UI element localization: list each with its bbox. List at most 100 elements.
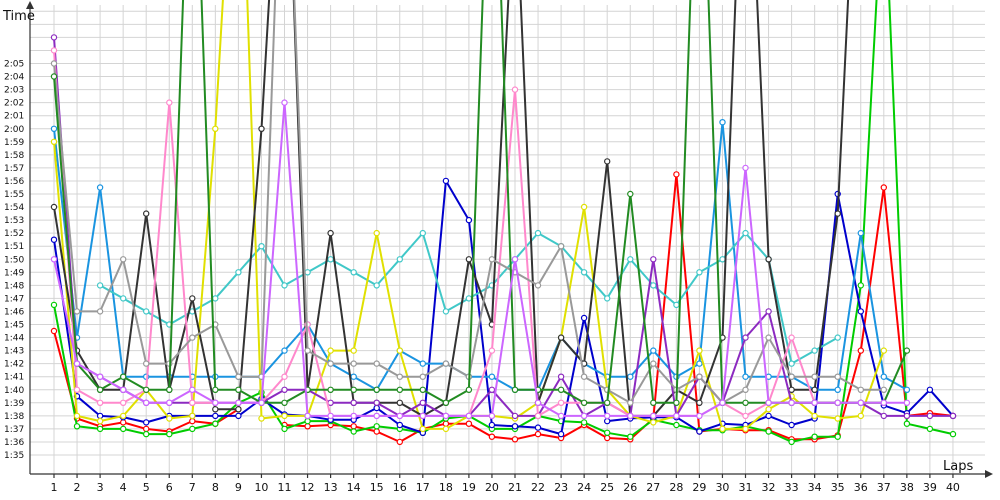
data-point [50, 301, 58, 309]
data-point [880, 386, 888, 393]
y-tick-label: 1:59 [4, 138, 24, 148]
data-point [719, 118, 726, 126]
data-point [96, 184, 104, 191]
data-point [50, 203, 58, 211]
data-point [903, 420, 911, 427]
data-point [696, 373, 703, 380]
data-point [903, 347, 911, 354]
x-tick-label: 19 [462, 481, 476, 494]
data-point [811, 433, 818, 440]
data-point [488, 256, 496, 263]
data-point [189, 417, 196, 425]
data-point [880, 184, 888, 191]
data-point [465, 412, 473, 420]
x-tick-label: 38 [900, 481, 914, 494]
y-axis-label: Time [2, 9, 35, 24]
data-point [696, 269, 703, 276]
data-point [304, 412, 311, 420]
data-point [719, 399, 726, 406]
y-tick-label: 1:54 [4, 203, 24, 213]
data-point [765, 428, 772, 435]
data-point [650, 412, 657, 420]
data-point [650, 419, 657, 426]
y-tick-label: 1:42 [4, 360, 24, 370]
data-point [396, 373, 403, 380]
data-point [880, 347, 888, 354]
data-point [212, 386, 219, 393]
data-point [258, 415, 265, 422]
data-point [673, 171, 680, 178]
data-point [696, 412, 703, 420]
data-point [50, 236, 58, 243]
y-tick-label: 1:58 [4, 151, 24, 161]
x-tick-label: 18 [439, 481, 453, 494]
data-point [373, 404, 380, 412]
data-point [396, 256, 403, 263]
x-tick-label: 35 [831, 481, 845, 494]
data-point [650, 347, 657, 354]
data-point [50, 138, 58, 145]
data-point [327, 347, 334, 354]
x-tick-label: 25 [600, 481, 614, 494]
data-point [880, 399, 888, 406]
x-tick-label: 24 [577, 481, 591, 494]
data-point [949, 412, 957, 420]
data-point [350, 360, 357, 367]
data-point [166, 430, 173, 438]
data-point [488, 386, 496, 393]
data-point [488, 373, 496, 380]
x-tick-label: 39 [923, 481, 937, 494]
data-point [511, 86, 519, 93]
data-point [396, 386, 403, 393]
data-point [857, 386, 865, 393]
data-point [350, 386, 357, 393]
data-point [604, 429, 611, 436]
data-point [580, 399, 588, 406]
data-point [373, 282, 380, 289]
data-point [788, 399, 795, 406]
data-point [373, 360, 380, 367]
data-point [142, 386, 150, 393]
data-point [673, 301, 680, 309]
data-point [857, 412, 865, 420]
data-point [673, 399, 680, 406]
data-point [350, 347, 357, 354]
data-point [465, 256, 473, 263]
data-point [373, 428, 380, 435]
data-point [142, 399, 150, 406]
data-point [488, 421, 496, 429]
data-point [212, 406, 219, 413]
data-point [580, 412, 588, 420]
data-point [50, 47, 58, 54]
x-tick-label: 10 [254, 481, 268, 494]
x-tick-label: 4 [120, 481, 127, 494]
data-point [811, 347, 818, 354]
data-point [627, 256, 634, 263]
data-point [650, 399, 657, 406]
data-point [488, 433, 496, 440]
data-point [304, 347, 311, 354]
data-point [511, 412, 519, 420]
data-point [696, 360, 703, 367]
data-point [719, 256, 726, 263]
y-tick-label: 2:00 [4, 125, 24, 135]
data-point [673, 421, 680, 429]
data-point [465, 386, 473, 393]
data-point [765, 399, 772, 406]
data-point [834, 334, 841, 341]
data-point [235, 406, 242, 413]
data-point [811, 399, 818, 406]
data-point [903, 412, 911, 420]
y-tick-label: 1:40 [4, 386, 24, 396]
data-point [604, 412, 611, 420]
y-tick-label: 1:37 [4, 425, 24, 435]
y-tick-label: 1:57 [4, 164, 24, 174]
data-point [557, 373, 565, 380]
x-tick-label: 7 [189, 481, 196, 494]
data-point [442, 177, 450, 185]
data-point [557, 334, 565, 341]
data-point [834, 373, 841, 380]
x-axis-label: Laps [943, 459, 973, 474]
axes [26, 1, 993, 478]
data-point [281, 373, 288, 380]
